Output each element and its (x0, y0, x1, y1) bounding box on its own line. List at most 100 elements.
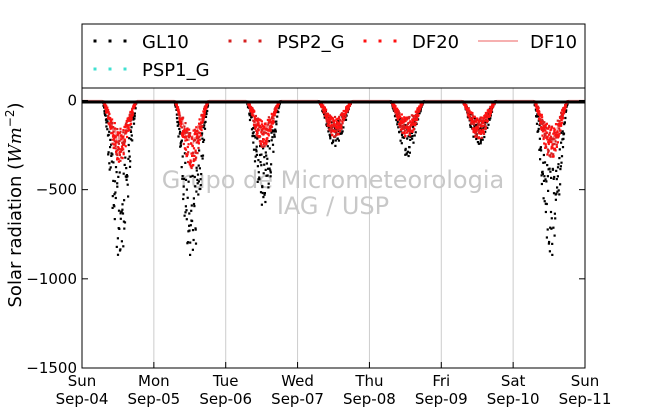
data-point (327, 130, 330, 133)
data-point (187, 160, 190, 164)
data-point (400, 142, 403, 145)
data-point (482, 125, 485, 128)
data-point (481, 138, 484, 141)
data-point (467, 107, 470, 110)
data-point (272, 150, 275, 153)
data-point (182, 142, 185, 146)
data-point (258, 153, 262, 157)
data-point (122, 128, 125, 132)
data-point (270, 163, 273, 166)
data-point (254, 127, 257, 131)
data-point (547, 138, 550, 141)
data-point (179, 142, 182, 145)
data-point (556, 130, 559, 133)
data-point (407, 117, 410, 120)
data-point (193, 154, 196, 158)
data-point (409, 135, 412, 138)
data-point (103, 102, 107, 106)
data-point (324, 109, 327, 112)
data-point (195, 126, 198, 129)
data-point (541, 120, 544, 123)
data-point (193, 128, 196, 131)
legend-marker (378, 39, 382, 43)
data-point (557, 134, 560, 137)
data-point (118, 139, 121, 143)
data-point (255, 148, 258, 151)
data-point (118, 132, 121, 135)
data-point (406, 125, 409, 128)
data-point (333, 130, 336, 133)
data-point (186, 196, 189, 199)
data-point (197, 142, 200, 145)
data-point (200, 173, 203, 176)
data-point (180, 126, 183, 129)
data-point (259, 124, 262, 127)
data-point (260, 120, 263, 123)
data-point (189, 165, 192, 168)
data-point (258, 135, 261, 138)
data-point (189, 161, 192, 164)
data-point (546, 153, 549, 156)
data-point (183, 125, 186, 128)
data-point (134, 102, 137, 105)
data-point (558, 122, 561, 125)
data-point (120, 145, 124, 148)
x-tick-label-day: Mon (138, 372, 170, 390)
data-point (473, 129, 477, 132)
data-point (182, 116, 185, 119)
data-point (201, 137, 204, 140)
data-point (116, 128, 119, 131)
data-point (541, 170, 544, 173)
data-point (261, 145, 264, 148)
data-point (329, 137, 332, 140)
data-point (268, 121, 271, 124)
data-point (276, 106, 279, 109)
data-point (256, 137, 259, 140)
data-point (481, 122, 484, 125)
data-point (411, 130, 414, 133)
data-point (191, 174, 194, 177)
data-point (537, 109, 540, 112)
data-point (478, 132, 481, 135)
data-point (330, 117, 333, 120)
data-point (465, 105, 468, 108)
data-point (190, 166, 193, 170)
legend: GL10 PSP2_G DF20 DF10 PSP1_G (81, 23, 586, 89)
data-point (248, 118, 252, 122)
data-point (553, 127, 556, 130)
data-point (480, 128, 483, 131)
data-point (121, 143, 124, 146)
data-point (553, 234, 556, 237)
data-point (267, 167, 270, 170)
data-point (191, 145, 194, 148)
data-point (479, 125, 482, 128)
data-point (115, 152, 118, 155)
data-point (253, 116, 256, 119)
data-point (201, 120, 204, 123)
data-point (116, 131, 119, 134)
data-point (130, 126, 133, 129)
data-point (131, 111, 135, 115)
data-point (489, 111, 492, 114)
data-point (405, 131, 408, 134)
data-point (403, 120, 406, 123)
data-point (115, 140, 118, 143)
data-point (337, 124, 340, 127)
data-point (195, 156, 198, 159)
data-point (120, 138, 123, 141)
data-point (332, 139, 335, 142)
data-point (473, 121, 476, 124)
data-point (539, 122, 542, 125)
data-point (133, 117, 136, 120)
data-point (256, 122, 259, 125)
data-point (196, 173, 200, 176)
data-point (189, 241, 192, 244)
data-point (179, 144, 182, 147)
data-point (114, 127, 117, 130)
data-point (407, 126, 411, 129)
data-point (133, 107, 136, 110)
data-point (260, 140, 263, 143)
data-point (273, 120, 276, 123)
data-point (549, 170, 552, 173)
data-point (330, 123, 333, 127)
